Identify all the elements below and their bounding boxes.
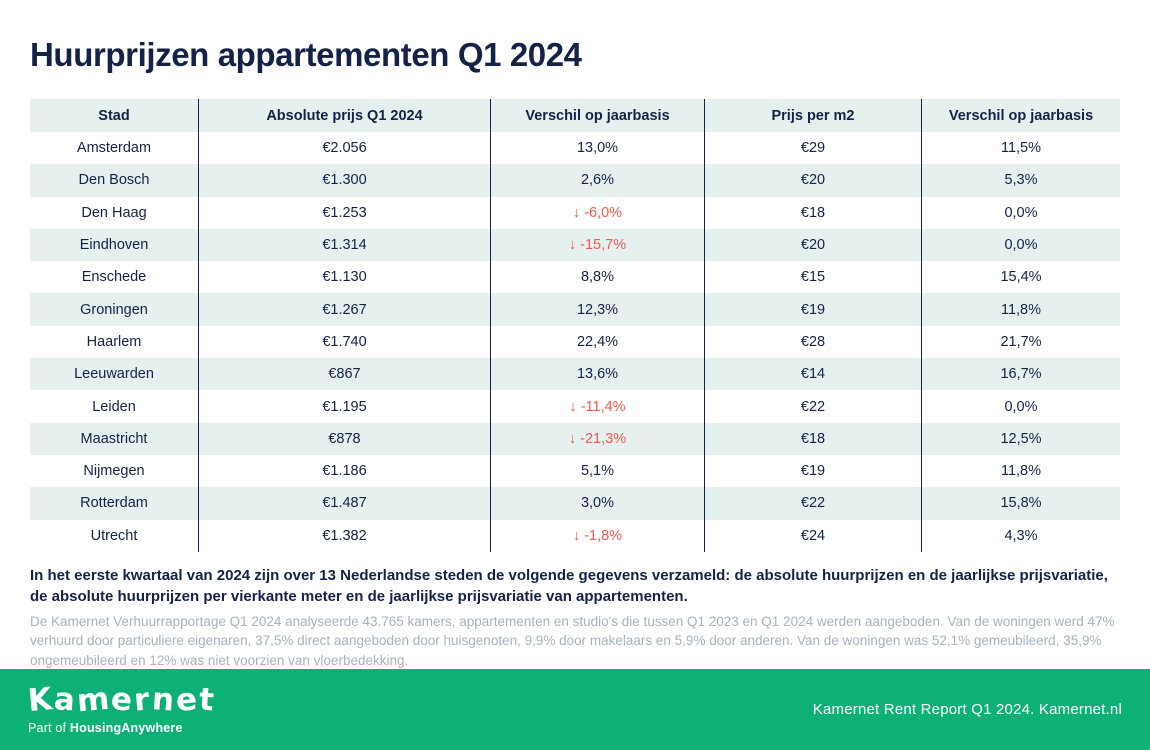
cell-verschil-m2-jaarbasis: 21,7%: [1000, 333, 1042, 350]
table-row: Den Haag €1.253 ↓ -6,0% €18 0,0%: [30, 196, 1120, 229]
column-header-prijs-per-m2: Prijs per m2: [705, 99, 922, 132]
cell-verschil-jaarbasis: 3,0%: [491, 487, 705, 520]
report-reference: Kamernet Rent Report Q1 2024. Kamernet.n…: [812, 701, 1122, 718]
column-header-verschil-jaarbasis: Verschil op jaarbasis: [491, 99, 705, 132]
cell-verschil-jaarbasis: 22,4%: [491, 325, 705, 359]
table-header-row: Stad Absolute prijs Q1 2024 Verschil op …: [30, 99, 1120, 132]
cell-verschil-jaarbasis: ↓ -1,8%: [491, 519, 705, 552]
cell-prijs-per-m2: €18: [705, 196, 922, 229]
cell-verschil-m2-jaarbasis: 0,0%: [1004, 204, 1038, 221]
table-row: Amsterdam €2.056 13,0% €29 11,5%: [30, 132, 1120, 165]
summary-body: De Kamernet Verhuurrapportage Q1 2024 an…: [30, 614, 1115, 668]
cell-verschil-m2-jaarbasis: 11,8%: [1000, 463, 1042, 480]
table-row: Eindhoven €1.314 ↓ -15,7% €20 0,0%: [30, 228, 1120, 262]
cell-absolute-prijs: €1.314: [199, 228, 491, 262]
cell-stad: Leeuwarden: [30, 358, 199, 391]
cell-absolute-prijs: €878: [199, 422, 491, 455]
cell-verschil-jaarbasis: 13,6%: [491, 358, 705, 391]
cell-verschil-jaarbasis: ↓ -21,3%: [491, 422, 705, 455]
cell-verschil-m2-jaarbasis: 0,0%: [1004, 237, 1038, 254]
cell-absolute-prijs: €1.382: [199, 519, 491, 552]
cell-stad: Nijmegen: [30, 454, 199, 488]
rent-table: Stad Absolute prijs Q1 2024 Verschil op …: [30, 99, 1120, 552]
cell-prijs-per-m2: €19: [705, 454, 922, 488]
cell-prijs-per-m2: €29: [705, 132, 922, 165]
cell-prijs-per-m2: €19: [705, 293, 922, 326]
table-row: Leiden €1.195 ↓ -11,4% €22 0,0%: [30, 390, 1120, 423]
tagline-prefix: Part of: [28, 720, 70, 735]
brand-tagline: Part of HousingAnywhere: [28, 721, 216, 735]
cell-absolute-prijs: €2.056: [199, 132, 491, 165]
table-row: Den Bosch €1.300 2,6% €20 5,3%: [30, 164, 1120, 197]
cell-prijs-per-m2: €15: [705, 261, 922, 294]
table-row: Maastricht €878 ↓ -21,3% €18 12,5%: [30, 422, 1120, 455]
cell-absolute-prijs: €867: [199, 358, 491, 391]
cell-verschil-m2-jaarbasis: 4,3%: [1004, 527, 1038, 544]
cell-prijs-per-m2: €22: [705, 487, 922, 520]
cell-verschil-jaarbasis: 5,1%: [491, 454, 705, 488]
cell-absolute-prijs: €1.740: [199, 325, 491, 359]
brand-block: Kamernet Part of HousingAnywhere: [26, 680, 217, 735]
column-header-verschil-m2-jaarbasis: Verschil op jaarbasis: [948, 107, 1094, 124]
table-row: Enschede €1.130 8,8% €15 15,4%: [30, 261, 1120, 294]
cell-stad: Haarlem: [30, 325, 199, 359]
cell-verschil-m2-jaarbasis: 15,4%: [1000, 269, 1042, 286]
cell-verschil-m2-jaarbasis: 11,8%: [1000, 301, 1042, 318]
cell-absolute-prijs: €1.186: [199, 454, 491, 488]
cell-verschil-jaarbasis: 12,3%: [491, 293, 705, 326]
cell-stad: Maastricht: [30, 422, 199, 455]
cell-verschil-m2-jaarbasis: 0,0%: [1004, 398, 1038, 415]
cell-prijs-per-m2: €14: [705, 358, 922, 391]
cell-verschil-jaarbasis: 8,8%: [491, 261, 705, 294]
cell-verschil-jaarbasis: 2,6%: [491, 164, 705, 197]
cell-stad: Enschede: [30, 261, 199, 294]
report-content: Huurprijzen appartementen Q1 2024 Stad A…: [30, 36, 1120, 668]
cell-absolute-prijs: €1.487: [199, 487, 491, 520]
table-row: Rotterdam €1.487 3,0% €22 15,8%: [30, 487, 1120, 520]
cell-verschil-m2-jaarbasis: 5,3%: [1004, 172, 1038, 189]
column-header-absolute-prijs: Absolute prijs Q1 2024: [199, 99, 491, 132]
cell-stad: Rotterdam: [30, 487, 199, 520]
cell-stad: Amsterdam: [30, 132, 199, 165]
table-row: Haarlem €1.740 22,4% €28 21,7%: [30, 325, 1120, 359]
cell-verschil-jaarbasis: ↓ -15,7%: [491, 228, 705, 262]
cell-stad: Utrecht: [30, 519, 199, 552]
cell-prijs-per-m2: €24: [705, 519, 922, 552]
cell-verschil-jaarbasis: ↓ -11,4%: [491, 390, 705, 423]
footer-bar: Kamernet Part of HousingAnywhere Kamerne…: [0, 669, 1150, 750]
summary-lead: In het eerste kwartaal van 2024 zijn ove…: [30, 566, 1108, 605]
report-page: Huurprijzen appartementen Q1 2024 Stad A…: [0, 36, 1150, 750]
cell-stad: Den Haag: [30, 196, 199, 229]
column-header-stad: Stad: [30, 99, 199, 132]
cell-verschil-jaarbasis: 13,0%: [491, 132, 705, 165]
cell-verschil-jaarbasis: ↓ -6,0%: [491, 196, 705, 229]
cell-absolute-prijs: €1.195: [199, 390, 491, 423]
cell-stad: Den Bosch: [30, 164, 199, 197]
cell-prijs-per-m2: €22: [705, 390, 922, 423]
table-row: Leeuwarden €867 13,6% €14 16,7%: [30, 358, 1120, 391]
cell-prijs-per-m2: €28: [705, 325, 922, 359]
page-title: Huurprijzen appartementen Q1 2024: [30, 36, 582, 73]
cell-absolute-prijs: €1.253: [199, 196, 491, 229]
kamernet-logo: Kamernet: [26, 680, 217, 719]
tagline-brand: HousingAnywhere: [69, 720, 183, 735]
cell-verschil-m2-jaarbasis: 12,5%: [1000, 430, 1042, 447]
cell-prijs-per-m2: €18: [705, 422, 922, 455]
cell-stad: Groningen: [30, 293, 199, 326]
table-row: Nijmegen €1.186 5,1% €19 11,8%: [30, 454, 1120, 488]
cell-absolute-prijs: €1.130: [199, 261, 491, 294]
table-row: Groningen €1.267 12,3% €19 11,8%: [30, 293, 1120, 326]
rent-table-body: Amsterdam €2.056 13,0% €29 11,5% Den Bosch €1.…: [30, 132, 1120, 552]
cell-verschil-m2-jaarbasis: 11,5%: [1000, 140, 1042, 157]
cell-verschil-m2-jaarbasis: 15,8%: [1000, 495, 1042, 512]
cell-prijs-per-m2: €20: [705, 164, 922, 197]
cell-absolute-prijs: €1.300: [199, 164, 491, 197]
cell-absolute-prijs: €1.267: [199, 293, 491, 326]
cell-verschil-m2-jaarbasis: 16,7%: [1000, 366, 1042, 383]
cell-stad: Leiden: [30, 390, 199, 423]
cell-prijs-per-m2: €20: [705, 228, 922, 262]
cell-stad: Eindhoven: [30, 228, 199, 262]
table-row: Utrecht €1.382 ↓ -1,8% €24 4,3%: [30, 519, 1120, 552]
